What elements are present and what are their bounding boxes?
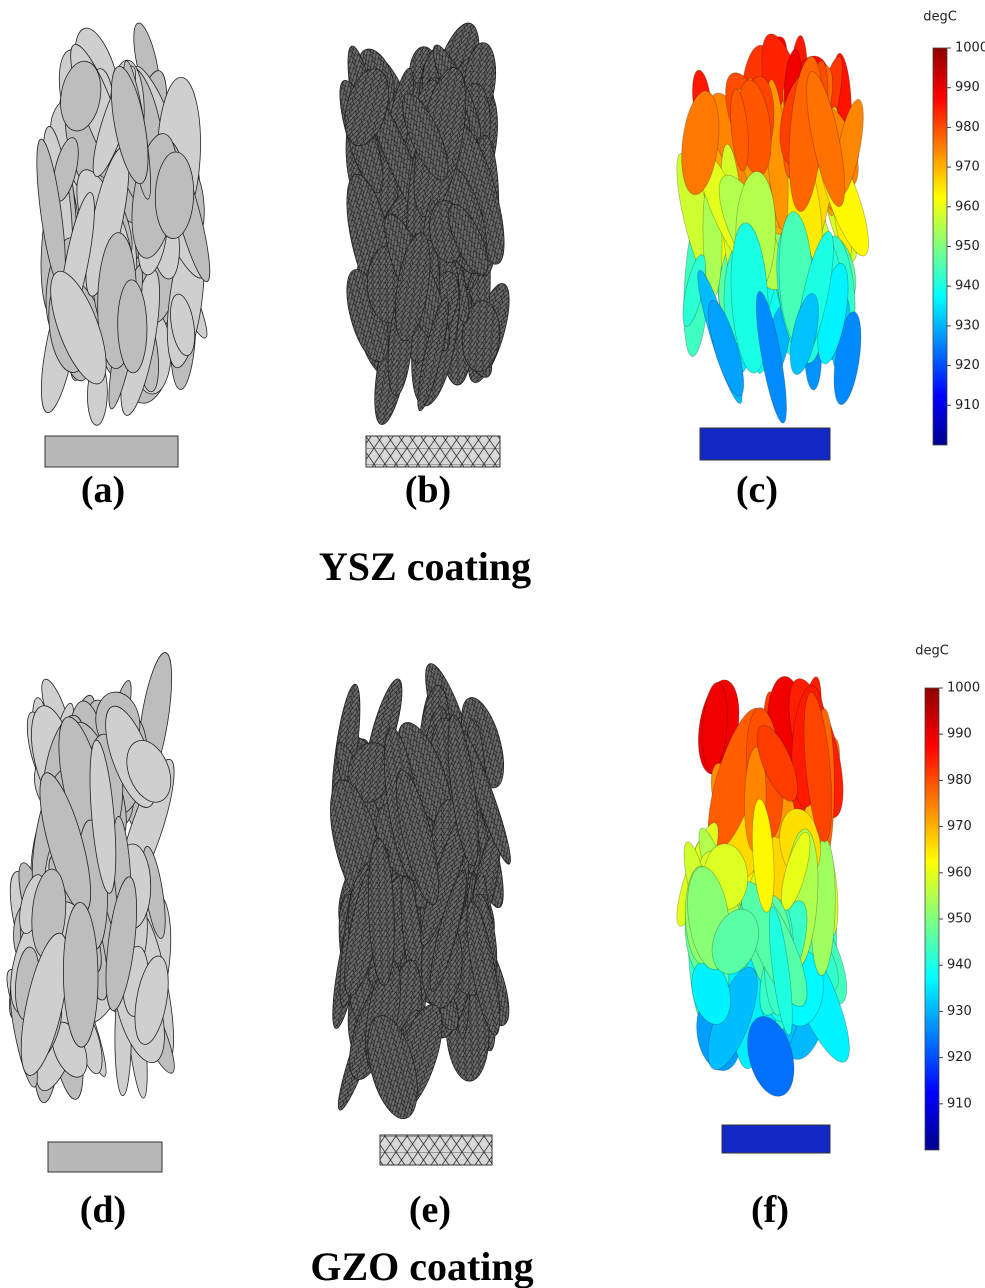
colorbar-tick-label: 970: [947, 819, 972, 834]
colorbar-unit: degC: [915, 644, 949, 659]
figure: (a) (b) (c) YSZ coating (d) (e) (f) GZO …: [0, 0, 985, 1288]
colorbar-tick-label: 910: [947, 1096, 972, 1111]
panel: [0, 650, 185, 1172]
colorbar-tick-label: 990: [947, 727, 972, 742]
panel: [320, 659, 521, 1165]
panel-label: (c): [736, 469, 778, 511]
colorbar-tick-label: 1000: [955, 41, 985, 56]
colorbar-tick-label: 970: [955, 160, 980, 175]
panel-label: (d): [80, 1189, 126, 1231]
colorbar-tick-label: 980: [955, 120, 980, 135]
panel: [669, 674, 862, 1153]
colorbar: [933, 48, 947, 445]
panel-label: (b): [405, 469, 451, 511]
colorbar-tick-label: 940: [955, 279, 980, 294]
group-caption: YSZ coating: [319, 544, 531, 589]
colorbar-tick-label: 1000: [947, 681, 980, 696]
group-caption: GZO coating: [310, 1244, 533, 1288]
panel-label: (f): [751, 1189, 789, 1231]
panel: [31, 21, 218, 467]
substrate: [45, 436, 178, 467]
colorbar-tick-label: 930: [947, 1004, 972, 1019]
substrate: [366, 436, 500, 467]
colorbar-tick-label: 930: [955, 318, 980, 333]
colorbar-tick-label: 980: [947, 773, 972, 788]
colorbar-tick-label: 920: [955, 358, 980, 373]
panel: [331, 18, 517, 467]
colorbar-tick-label: 950: [955, 239, 980, 254]
colorbar-tick-label: 960: [955, 199, 980, 214]
panel: [669, 29, 879, 460]
colorbar-tick-label: 940: [947, 958, 972, 973]
colorbar-tick-label: 950: [947, 912, 972, 927]
colorbar-tick-label: 990: [955, 80, 980, 95]
colorbar-tick-label: 910: [955, 398, 980, 413]
colorbar-unit: degC: [923, 10, 957, 25]
colorbar: [925, 688, 939, 1150]
substrate: [700, 428, 830, 460]
colorbar-tick-label: 920: [947, 1050, 972, 1065]
panel-artwork: [0, 18, 878, 1172]
colorbar-tick-label: 960: [947, 865, 972, 880]
substrate: [380, 1135, 492, 1165]
panel-label: (a): [81, 469, 125, 511]
substrate: [48, 1142, 162, 1172]
panel-label: (e): [409, 1189, 451, 1231]
substrate: [722, 1125, 830, 1153]
